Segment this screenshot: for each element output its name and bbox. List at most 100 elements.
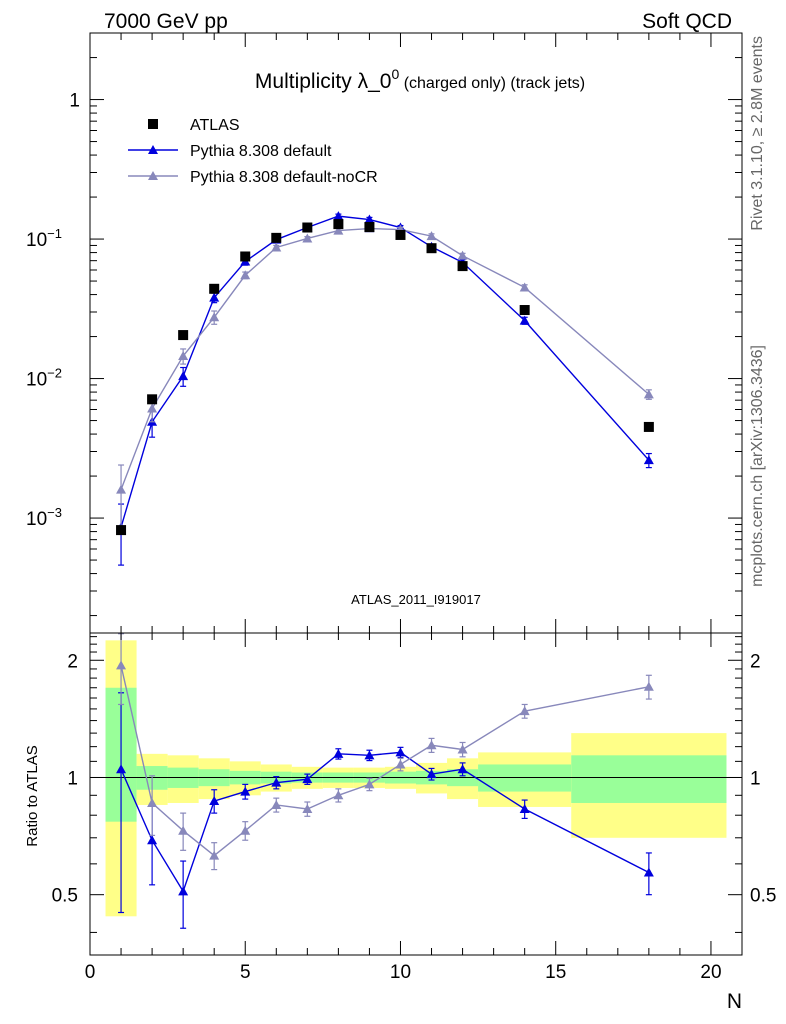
svg-text:Multiplicity λ_00 (charged onl: Multiplicity λ_00 (charged only) (track … [255,66,585,93]
pythia-default-ratio-point [302,774,313,784]
ratio-y-tick-label-right: 2 [750,651,761,672]
pythia-nocr-ratio-point [302,803,313,813]
uncertainty-band-inner [571,755,727,803]
ratio-y-tick-label: 0.5 [52,886,78,907]
pythia-nocr-point [519,282,530,292]
pythia-nocr-ratio-point [178,825,189,835]
uncertainty-band-inner [478,764,572,792]
header-left: 7000 GeV pp [104,10,228,33]
ratio-frame [89,632,743,956]
pythia-nocr-ratio-point [209,850,220,860]
pythia-nocr-point [302,233,313,243]
atlas-data-point [116,525,127,536]
x-tick-label: 20 [700,962,721,983]
pythia-default-point [333,211,344,221]
atlas-data-point [364,222,375,233]
x-tick-label: 10 [390,962,411,983]
pythia-default-ratio-point [426,769,437,779]
y-tick-label: 10−3 [26,505,62,530]
atlas-data-point [271,232,282,243]
atlas-data-point [209,283,220,294]
plot-title-superscript: 0 [391,66,399,82]
pythia-default-ratio-point [333,748,344,758]
pythia-default-ratio-point [364,750,375,760]
main-marks [116,211,654,566]
atlas-data-point [178,330,189,341]
header-right: Soft QCD [642,10,732,33]
plot-title-main: Multiplicity λ_0 [255,70,392,93]
plot-title-suffix: (charged only) (track jets) [399,75,585,92]
ratio-y-tick-label: 1 [67,768,78,789]
pythia-default-ratio-point [395,747,406,757]
pythia-nocr-ratio-point [271,799,282,809]
pythia-default-ratio-point [643,867,654,877]
ratio-marks [116,633,654,929]
pythia-nocr-line [120,227,650,490]
pythia-nocr-ratio-line [120,665,649,857]
pythia-default-ratio-point [271,777,282,787]
pythia-default-ratio-point [240,786,251,796]
pythia-default-ratio-point [209,796,220,806]
pythia-nocr-point [426,231,437,241]
plot-title: Multiplicity λ_00 (charged only) (track … [255,66,585,93]
atlas-data-point [643,421,654,432]
ratio-panel: 0 5 10 15 20 0.5 0.5 1 1 2 2 Ratio to ATLAS [24,632,776,983]
legend-label: Pythia 8.308 default-noCR [190,169,378,186]
ratio-uncertainty-bands [90,640,742,917]
pythia-default-point [643,455,654,465]
pythia-default-ratio-line [120,751,650,893]
pythia-nocr-ratio-point [395,759,406,769]
pythia-nocr-ratio-point [426,740,437,750]
pythia-nocr-point [116,484,127,494]
atlas-data-point [147,394,158,405]
atlas-data-point [395,229,406,240]
main-axes: 10−3 10−2 10−1 1 [26,32,743,634]
pythia-default-ratio-point [457,764,468,774]
side-labels: Rivet 3.1.10, ≥ 2.8M events mcplots.cern… [749,36,766,587]
pythia-nocr-point [643,389,654,399]
pythia-nocr-ratio-point [643,681,654,691]
pythia-default-ratio-point [519,803,530,813]
legend-label: ATLAS [190,117,240,134]
pythia-default-point [178,371,189,381]
pythia-nocr-point [240,270,251,280]
pythia-nocr-point [147,403,158,413]
pythia-nocr-point [271,242,282,252]
pythia-nocr-point [209,312,220,322]
legend-label: Pythia 8.308 default [190,143,332,160]
ratio-axis-label: Ratio to ATLAS [24,745,41,846]
legend-marker-atlas [148,119,158,129]
atlas-data-point [426,243,437,254]
pythia-default-ratio-point [116,764,127,774]
pythia-default-point [364,214,375,224]
pythia-nocr-ratio-point [333,790,344,800]
pythia-default-point [519,315,530,325]
mcplots-reference-label: mcplots.cern.ch [arXiv:1306.3436] [749,345,766,587]
ratio-y-tick-label: 2 [67,651,78,672]
main-panel: Multiplicity λ_00 (charged only) (track … [26,32,743,634]
atlas-data-point [240,251,251,262]
x-axis-label: N [727,990,742,1013]
legend-marker-triangle [148,145,158,154]
pythia-nocr-ratio-point [147,797,158,807]
legend: ATLAS Pythia 8.308 default Pythia 8.308 de… [128,117,378,186]
x-tick-label: 15 [545,962,566,983]
y-tick-label: 10−2 [26,366,62,391]
atlas-data-point [333,219,344,230]
x-tick-label: 0 [85,962,96,983]
pythia-default-ratio-point [178,886,189,896]
ratio-axes: 0 5 10 15 20 0.5 0.5 1 1 2 2 [52,632,776,983]
pythia-nocr-point [178,351,189,361]
atlas-data-point [302,222,313,233]
x-tick-label: 5 [240,962,251,983]
atlas-data-point [519,305,530,316]
pythia-nocr-ratio-point [240,825,251,835]
pythia-nocr-ratio-point [116,660,127,670]
pythia-nocr-ratio-point [457,744,468,754]
analysis-label: ATLAS_2011_I919017 [351,592,481,607]
pythia-nocr-point [333,225,344,235]
pythia-default-line [120,215,650,528]
pythia-default-point [209,292,220,302]
pythia-nocr-point [457,250,468,260]
